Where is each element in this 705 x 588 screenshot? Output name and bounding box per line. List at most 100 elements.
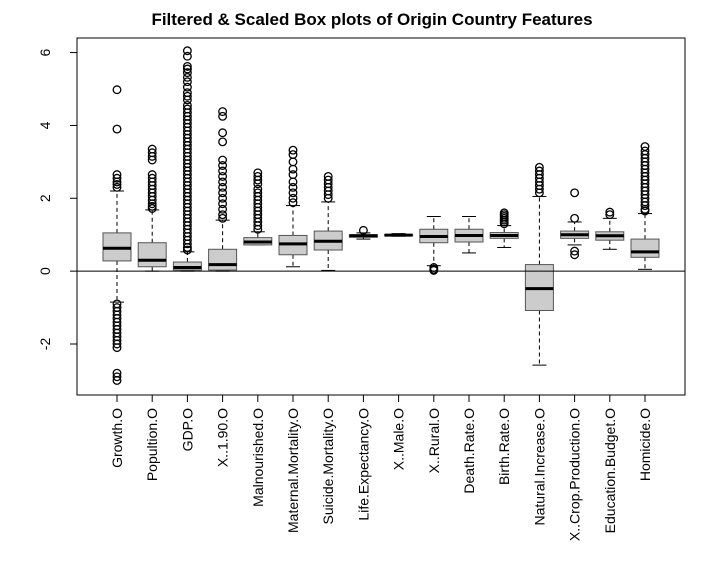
outlier-point — [218, 155, 228, 165]
outlier-point — [182, 82, 192, 92]
outlier-point — [323, 190, 333, 200]
outlier-point — [288, 170, 298, 180]
outlier-point — [112, 124, 122, 134]
box-plot — [454, 216, 484, 254]
outlier-point — [182, 64, 192, 74]
iqr-box — [630, 238, 660, 258]
outlier-point — [112, 173, 122, 183]
box-plot — [172, 46, 202, 272]
box-plot — [102, 85, 132, 385]
y-tick-label: 0 — [37, 267, 53, 275]
outlier-point — [253, 224, 263, 234]
x-axis: Growth.O Popultion.O GDP.O X..1.90.O Malnour… — [109, 394, 653, 541]
x-tick-label: Suicide.Mortality.O — [320, 408, 336, 525]
outlier-point — [499, 219, 509, 229]
outlier-point — [288, 182, 298, 192]
outlier-point — [358, 225, 368, 235]
x-tick-label: X..Male.O — [391, 408, 407, 470]
outlier-point — [182, 72, 192, 82]
outlier-point — [640, 206, 650, 216]
box-plot — [243, 168, 273, 246]
box-plot — [313, 171, 343, 271]
x-tick-label: Homicide.O — [637, 408, 653, 481]
x-tick-label: Birth.Rate.O — [496, 408, 512, 485]
outlier-point — [253, 221, 263, 231]
x-tick-label: Death.Rate.O — [461, 408, 477, 494]
outlier-point — [182, 243, 192, 252]
chart-title: Filtered & Scaled Box plots of Origin Co… — [151, 10, 592, 29]
outlier-point — [640, 201, 650, 211]
plot-area-frame — [76, 37, 686, 396]
box-plot — [137, 144, 167, 272]
y-axis: -2 0 2 4 6 — [37, 48, 78, 351]
outlier-point — [112, 182, 122, 192]
outlier-point — [182, 239, 192, 249]
outlier-point — [182, 91, 192, 101]
outlier-point — [218, 107, 228, 117]
x-tick-label: Natural.Increase.O — [531, 408, 547, 526]
outlier-point — [253, 175, 263, 185]
outlier-point — [147, 195, 157, 205]
outlier-point — [182, 245, 192, 255]
y-tick-label: 6 — [37, 48, 53, 56]
x-tick-label: Growth.O — [109, 408, 125, 468]
outlier-point — [147, 204, 157, 213]
box-plot — [348, 225, 378, 240]
y-tick-label: 2 — [37, 194, 53, 202]
outlier-point — [570, 213, 580, 223]
outlier-point — [288, 188, 298, 198]
outlier-point — [182, 61, 192, 71]
outlier-point — [288, 198, 298, 208]
x-tick-label: Education.Budget.O — [602, 408, 618, 533]
box-series — [102, 46, 660, 385]
outlier-point — [605, 207, 615, 217]
outlier-point — [112, 177, 122, 187]
outlier-point — [570, 188, 580, 198]
iqr-box — [208, 248, 238, 271]
box-plot — [595, 207, 625, 250]
outlier-point — [570, 250, 580, 260]
outlier-point — [218, 161, 228, 170]
box-plot — [560, 188, 590, 260]
outlier-point — [112, 85, 122, 95]
outlier-point — [253, 179, 263, 189]
outlier-point — [147, 151, 157, 161]
box-plot — [630, 142, 660, 270]
outlier-point — [323, 193, 333, 203]
outlier-point — [182, 77, 192, 87]
outlier-point — [218, 111, 228, 121]
outlier-point — [288, 157, 298, 167]
box-plot — [278, 145, 308, 268]
outlier-point — [288, 177, 298, 187]
outlier-point — [112, 179, 122, 189]
outlier-point — [182, 68, 192, 78]
outlier-point — [605, 210, 615, 220]
outlier-point — [218, 188, 228, 198]
outlier-point — [218, 213, 228, 223]
box-plot — [384, 233, 414, 237]
outlier-point — [218, 182, 228, 192]
x-tick-label: Popultion.O — [144, 408, 160, 481]
x-tick-label: X..1.90.O — [215, 408, 231, 467]
outlier-point — [147, 155, 157, 165]
outlier-point — [112, 372, 122, 382]
x-tick-label: Malnourished.O — [250, 408, 266, 507]
y-tick-label: 4 — [37, 121, 53, 129]
outlier-point — [218, 199, 228, 209]
outlier-point — [218, 137, 228, 147]
outlier-point — [288, 164, 298, 174]
x-tick-label: X..Rural.O — [426, 408, 442, 473]
box-plot — [419, 216, 449, 275]
outlier-point — [112, 339, 122, 349]
outlier-point — [218, 128, 228, 138]
x-tick-label: Life.Expectancy.O — [355, 408, 371, 521]
outlier-point — [534, 188, 544, 198]
outlier-point — [218, 177, 228, 187]
x-tick-label: Maternal.Mortality.O — [285, 408, 301, 533]
outlier-point — [112, 375, 122, 385]
box-plot — [489, 208, 519, 248]
outlier-point — [218, 210, 228, 220]
y-tick-label: -2 — [37, 338, 53, 351]
outlier-point — [218, 204, 228, 214]
outlier-point — [429, 265, 439, 275]
